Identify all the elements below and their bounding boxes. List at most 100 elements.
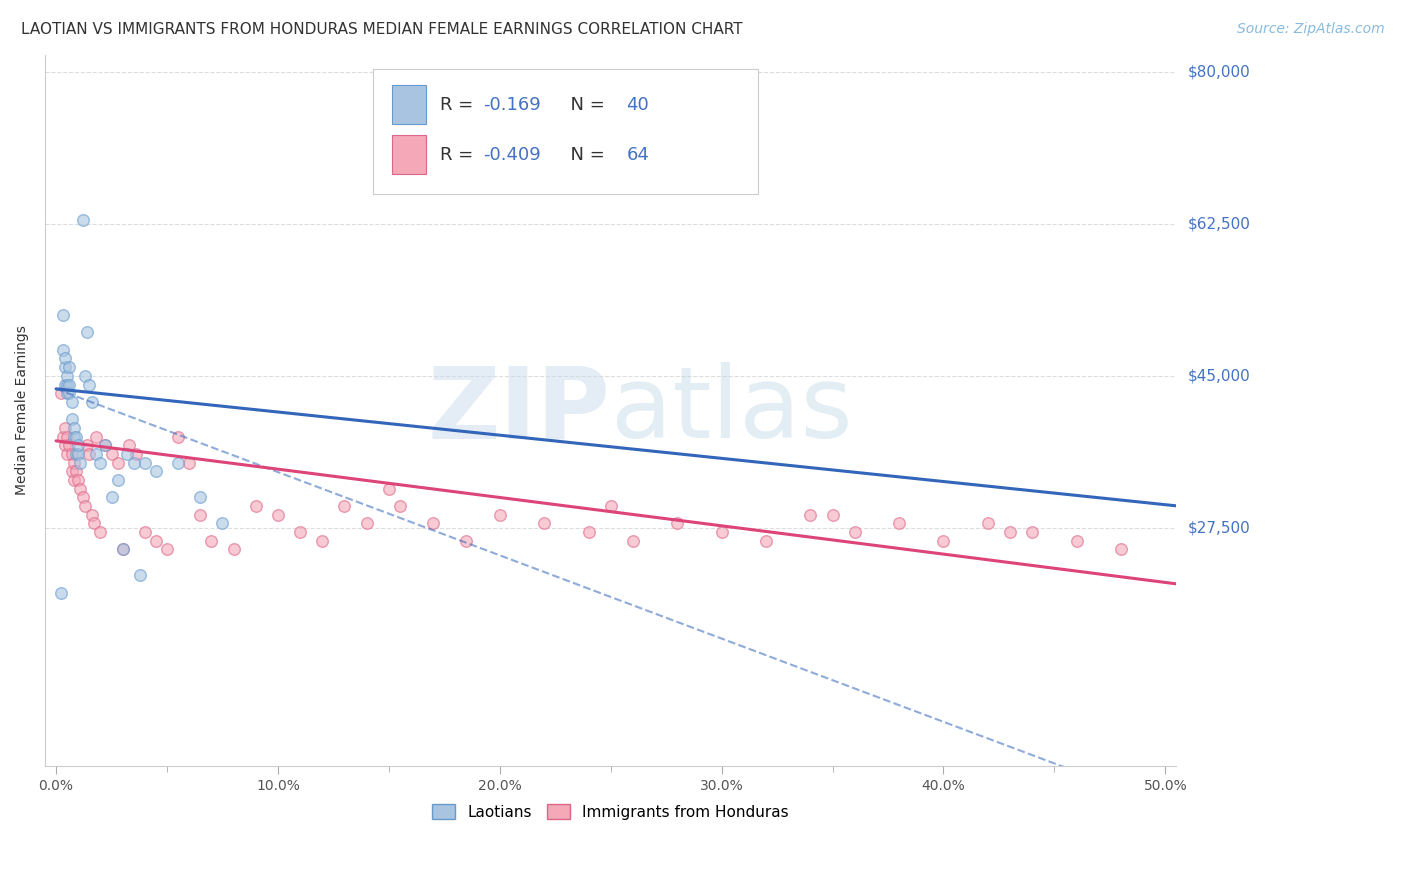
Point xyxy=(666,516,689,531)
Point xyxy=(49,585,72,599)
Point xyxy=(84,447,107,461)
FancyBboxPatch shape xyxy=(392,86,426,125)
Point xyxy=(145,533,167,548)
Point xyxy=(799,508,821,522)
Point xyxy=(129,568,152,582)
Point xyxy=(79,447,101,461)
Point xyxy=(107,456,129,470)
Point xyxy=(65,464,87,478)
Point xyxy=(62,421,84,435)
Point xyxy=(887,516,910,531)
Point xyxy=(79,377,101,392)
Point xyxy=(1021,524,1043,539)
Text: N =: N = xyxy=(558,96,610,114)
Point xyxy=(80,508,103,522)
Point xyxy=(156,542,179,557)
Point xyxy=(211,516,233,531)
Point xyxy=(111,542,134,557)
Point xyxy=(56,377,79,392)
Point xyxy=(311,533,333,548)
Point xyxy=(1109,542,1132,557)
Point xyxy=(56,447,79,461)
Point xyxy=(356,516,378,531)
Point xyxy=(67,473,90,487)
Point xyxy=(167,456,190,470)
Point xyxy=(378,482,401,496)
Point xyxy=(53,421,76,435)
Point xyxy=(89,456,111,470)
Point xyxy=(710,524,733,539)
Text: 40: 40 xyxy=(627,96,650,114)
Point xyxy=(62,429,84,443)
Legend: Laotians, Immigrants from Honduras: Laotians, Immigrants from Honduras xyxy=(426,797,796,826)
Text: R =: R = xyxy=(440,145,479,163)
Point xyxy=(53,377,76,392)
Point xyxy=(134,456,156,470)
Text: $62,500: $62,500 xyxy=(1188,217,1250,232)
Point xyxy=(84,429,107,443)
Point xyxy=(188,490,211,504)
Point xyxy=(533,516,555,531)
Point xyxy=(60,464,83,478)
Point xyxy=(115,447,138,461)
Text: -0.409: -0.409 xyxy=(482,145,540,163)
Point xyxy=(821,508,844,522)
Text: N =: N = xyxy=(558,145,610,163)
Point xyxy=(58,377,80,392)
Point xyxy=(58,360,80,375)
Text: Source: ZipAtlas.com: Source: ZipAtlas.com xyxy=(1237,22,1385,37)
Point xyxy=(333,499,356,513)
Point xyxy=(69,482,91,496)
Point xyxy=(100,490,122,504)
Text: R =: R = xyxy=(440,96,479,114)
Point xyxy=(72,490,94,504)
Point xyxy=(60,394,83,409)
Point xyxy=(67,447,90,461)
Point xyxy=(58,438,80,452)
Point xyxy=(145,464,167,478)
Point xyxy=(53,360,76,375)
Point xyxy=(488,508,510,522)
Point xyxy=(111,542,134,557)
Point xyxy=(67,438,90,452)
Point xyxy=(53,351,76,366)
Point xyxy=(134,524,156,539)
Point xyxy=(94,438,117,452)
Point xyxy=(1066,533,1088,548)
Text: $80,000: $80,000 xyxy=(1188,65,1250,80)
Point xyxy=(179,456,201,470)
Point xyxy=(62,456,84,470)
Point xyxy=(998,524,1021,539)
Point xyxy=(167,429,190,443)
Point xyxy=(621,533,644,548)
Point xyxy=(76,326,98,340)
Point xyxy=(69,456,91,470)
Text: ZIP: ZIP xyxy=(427,362,610,459)
Point xyxy=(65,429,87,443)
Point xyxy=(58,386,80,401)
Point xyxy=(52,308,75,322)
Point xyxy=(56,429,79,443)
Point xyxy=(267,508,290,522)
Point xyxy=(49,386,72,401)
Point xyxy=(62,473,84,487)
Point xyxy=(245,499,267,513)
Point xyxy=(188,508,211,522)
Y-axis label: Median Female Earnings: Median Female Earnings xyxy=(15,326,30,495)
Point xyxy=(83,516,105,531)
Point xyxy=(56,368,79,383)
Point xyxy=(89,524,111,539)
Point xyxy=(222,542,245,557)
Point xyxy=(844,524,866,539)
Point xyxy=(388,499,411,513)
Text: 64: 64 xyxy=(627,145,650,163)
FancyBboxPatch shape xyxy=(392,135,426,174)
Point xyxy=(456,533,478,548)
Point xyxy=(200,533,222,548)
Point xyxy=(932,533,955,548)
Point xyxy=(80,394,103,409)
Text: $45,000: $45,000 xyxy=(1188,368,1250,384)
Text: $27,500: $27,500 xyxy=(1188,520,1250,535)
Point xyxy=(73,368,96,383)
Point xyxy=(755,533,778,548)
